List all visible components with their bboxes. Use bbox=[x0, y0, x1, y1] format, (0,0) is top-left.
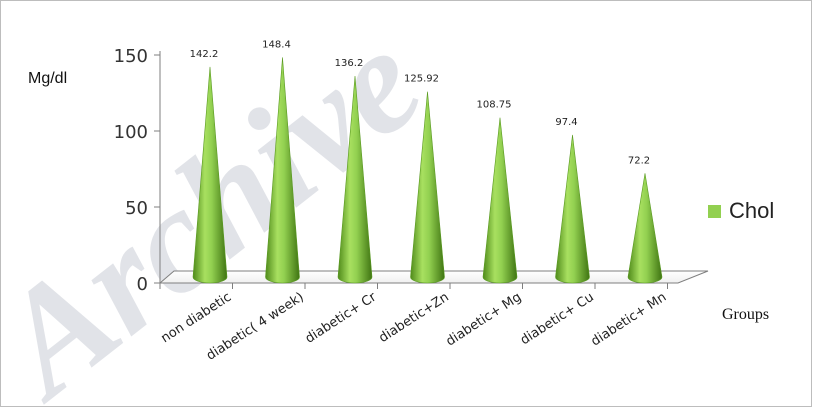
cone-bar bbox=[627, 173, 663, 284]
legend-swatch bbox=[708, 204, 721, 218]
data-label: 108.75 bbox=[477, 100, 512, 111]
data-label: 125.92 bbox=[404, 74, 439, 85]
category-label: diabetic+Zn bbox=[376, 290, 451, 346]
category-label: diabetic+ Cu bbox=[518, 290, 597, 348]
data-label: 142.2 bbox=[190, 49, 219, 60]
category-label: non diabetic bbox=[158, 290, 234, 346]
y-tick-label: 100 bbox=[114, 122, 148, 143]
x-axis-title: Groups bbox=[722, 306, 770, 323]
y-tick-label: 50 bbox=[125, 198, 148, 219]
chart-frame bbox=[0, 0, 812, 407]
cone-bar bbox=[192, 66, 228, 284]
cones-layer bbox=[192, 57, 663, 284]
category-label: diabetic+ Cr bbox=[303, 289, 380, 346]
data-label: 136.2 bbox=[335, 58, 364, 69]
data-label: 97.4 bbox=[555, 117, 577, 128]
y-tick-label: 0 bbox=[137, 274, 148, 295]
cone-bar bbox=[337, 75, 373, 284]
cone-bar bbox=[265, 57, 300, 284]
cone-bar bbox=[555, 134, 590, 284]
category-label: diabetic+ Mn bbox=[589, 290, 670, 350]
data-label: 72.2 bbox=[628, 155, 650, 166]
axes-layer: 0 50 100 150 bbox=[114, 46, 161, 295]
cone-bar bbox=[410, 91, 445, 284]
legend: Chol bbox=[708, 198, 774, 224]
legend-label: Chol bbox=[729, 198, 775, 223]
cone-bar bbox=[482, 117, 518, 284]
category-label: diabetic+ Mg bbox=[444, 290, 525, 350]
data-label: 148.4 bbox=[262, 39, 291, 50]
y-tick-label: 150 bbox=[114, 46, 148, 67]
cone-chart: 0 50 100 150 142.2 non diabetic 148.4 diabetic… bbox=[114, 39, 709, 364]
y-axis-title: Mg/dl bbox=[28, 70, 68, 87]
